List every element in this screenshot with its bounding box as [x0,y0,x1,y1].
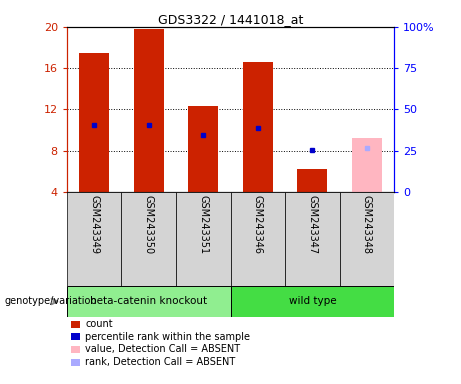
Text: rank, Detection Call = ABSENT: rank, Detection Call = ABSENT [85,357,236,367]
Bar [121,192,176,286]
Text: GDS3322 / 1441018_at: GDS3322 / 1441018_at [158,13,303,26]
Text: GSM243348: GSM243348 [362,195,372,254]
Bar [297,169,327,192]
Bar [230,192,285,286]
Bar [230,286,394,317]
Bar [79,53,109,192]
Bar [352,138,382,192]
Bar [285,192,340,286]
Text: GSM243346: GSM243346 [253,195,263,254]
Text: percentile rank within the sample: percentile rank within the sample [85,332,250,342]
Text: wild type: wild type [289,296,336,306]
Bar [340,192,394,286]
Text: GSM243350: GSM243350 [144,195,154,254]
Text: value, Detection Call = ABSENT: value, Detection Call = ABSENT [85,344,240,354]
Bar [176,192,230,286]
Bar [243,62,273,192]
Text: GSM243347: GSM243347 [307,195,317,254]
Text: beta-catenin knockout: beta-catenin knockout [90,296,207,306]
Text: genotype/variation: genotype/variation [5,296,97,306]
Bar [67,192,121,286]
Text: GSM243351: GSM243351 [198,195,208,254]
Bar [188,106,218,192]
Text: GSM243349: GSM243349 [89,195,99,254]
Bar [134,29,164,192]
Bar [67,286,230,317]
Text: count: count [85,319,113,329]
